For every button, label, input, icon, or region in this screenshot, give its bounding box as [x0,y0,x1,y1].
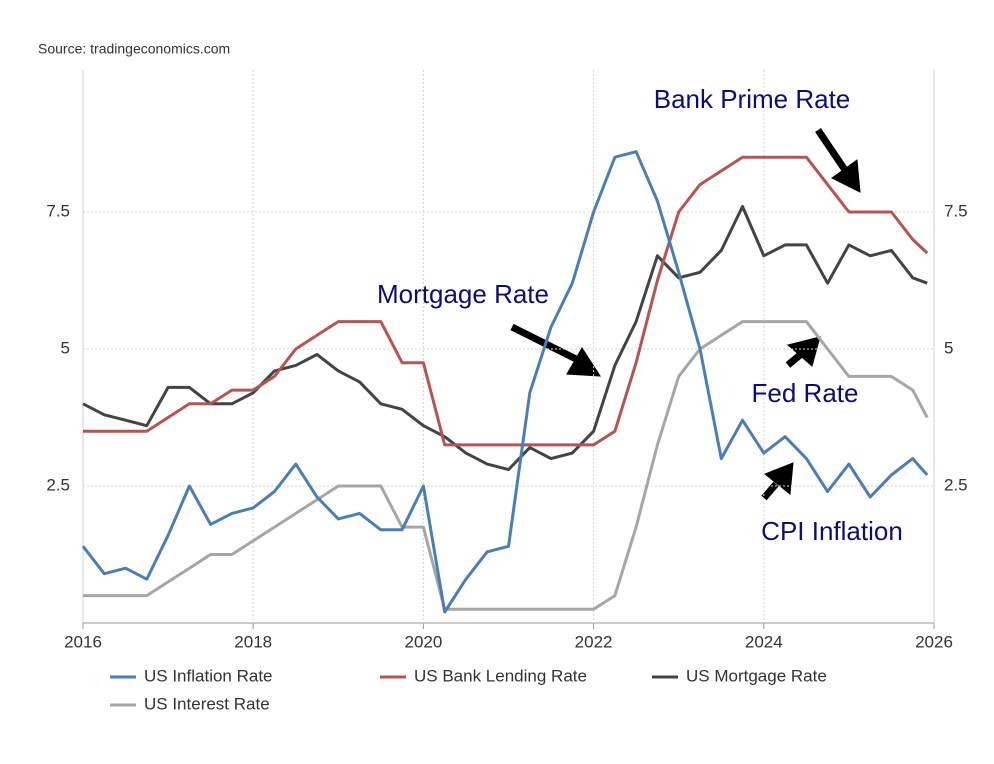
legend-label: US Bank Lending Rate [414,666,587,685]
annotation: Mortgage Rate [377,279,549,309]
x-tick-label: 2022 [575,632,613,651]
series-line [81,150,929,614]
x-tick-label: 2024 [745,632,783,651]
annotation: Fed Rate [752,378,859,408]
annotation: Bank Prime Rate [654,84,851,114]
arrows [510,128,861,501]
y2-tick-label: 2.5 [944,475,968,494]
y2-tick-label: 5 [944,338,953,357]
x-tick-label: 2026 [915,632,953,651]
y-tick-label: 2.5 [46,475,70,494]
x-tick-label: 2016 [64,632,102,651]
legend-label: US Inflation Rate [144,666,273,685]
x-tick-label: 2020 [404,632,442,651]
y2-tick-label: 7.5 [944,201,968,220]
legend-label: US Interest Rate [144,694,270,713]
annotation: CPI Inflation [761,516,903,546]
legend-label: US Mortgage Rate [686,666,827,685]
source: Source: tradingeconomics.com [38,41,230,57]
series-line [83,320,929,611]
x-tick-label: 2018 [234,632,272,651]
series-line [83,155,929,447]
y-tick-label: 5 [61,338,70,357]
series-line [82,205,928,472]
y-tick-label: 7.5 [46,201,70,220]
